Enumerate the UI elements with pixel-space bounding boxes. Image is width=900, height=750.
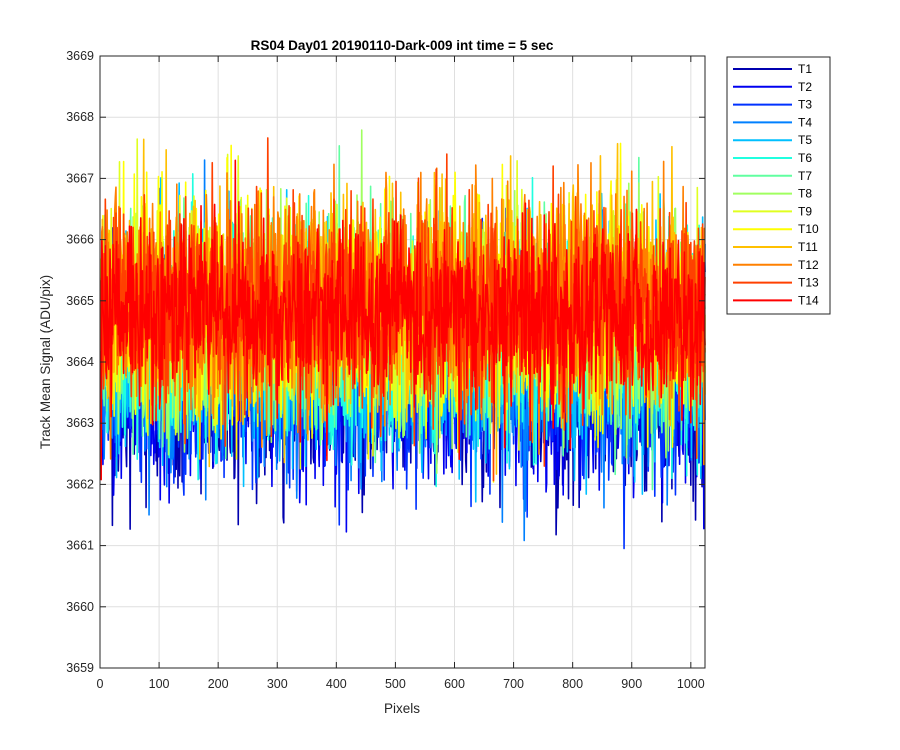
y-tick-label: 3668 [66, 110, 94, 124]
legend-label-t14: T14 [798, 293, 819, 307]
legend-label-t2: T2 [798, 80, 812, 94]
legend: T1 T2 T3 T4 T5 T6 T7 T8 T9 T10 T11 T12 T13 T14 [726, 56, 831, 315]
legend-label-t13: T13 [798, 276, 819, 290]
x-tick-label: 1000 [677, 677, 705, 691]
legend-label-t6: T6 [798, 151, 812, 165]
y-tick-label: 3660 [66, 600, 94, 614]
legend-label-t11: T11 [798, 240, 818, 254]
series-line-t14 [99, 159, 706, 481]
y-tick-label: 3664 [66, 355, 94, 369]
x-tick-label: 100 [149, 677, 170, 691]
legend-label-t7: T7 [798, 169, 812, 183]
x-tick-label: 600 [444, 677, 465, 691]
x-tick-label: 800 [562, 677, 583, 691]
legend-box [726, 56, 831, 315]
y-tick-label: 3659 [66, 661, 94, 675]
legend-label-t4: T4 [798, 115, 812, 129]
chart-title: RS04 Day01 20190110-Dark-009 int time = … [251, 38, 554, 53]
legend-label-t12: T12 [798, 258, 819, 272]
y-axis-label: Track Mean Signal (ADU/pix) [38, 275, 53, 449]
x-tick-label: 400 [326, 677, 347, 691]
y-tick-label: 3666 [66, 233, 94, 247]
x-tick-label: 900 [621, 677, 642, 691]
x-tick-label: 700 [503, 677, 524, 691]
legend-label-t3: T3 [798, 98, 812, 112]
ticks: 0 100 200 300 400 500 600 700 800 900 1000 3659 3660… [66, 49, 705, 691]
y-tick-label: 3667 [66, 171, 94, 185]
legend-label-t10: T10 [798, 222, 819, 236]
x-tick-label: 500 [385, 677, 406, 691]
legend-label-t9: T9 [798, 204, 812, 218]
series-layer [99, 129, 706, 550]
legend-label-t8: T8 [798, 187, 812, 201]
x-tick-label: 0 [97, 677, 104, 691]
x-tick-label: 200 [208, 677, 229, 691]
y-tick-label: 3661 [66, 539, 94, 553]
legend-label-t1: T1 [798, 62, 812, 76]
x-axis-label: Pixels [384, 701, 420, 716]
legend-label-t5: T5 [798, 133, 812, 147]
series-line-t13 [99, 137, 706, 482]
x-tick-label: 300 [267, 677, 288, 691]
y-tick-label: 3669 [66, 49, 94, 63]
y-tick-label: 3662 [66, 477, 94, 491]
y-tick-label: 3665 [66, 294, 94, 308]
y-tick-label: 3663 [66, 416, 94, 430]
